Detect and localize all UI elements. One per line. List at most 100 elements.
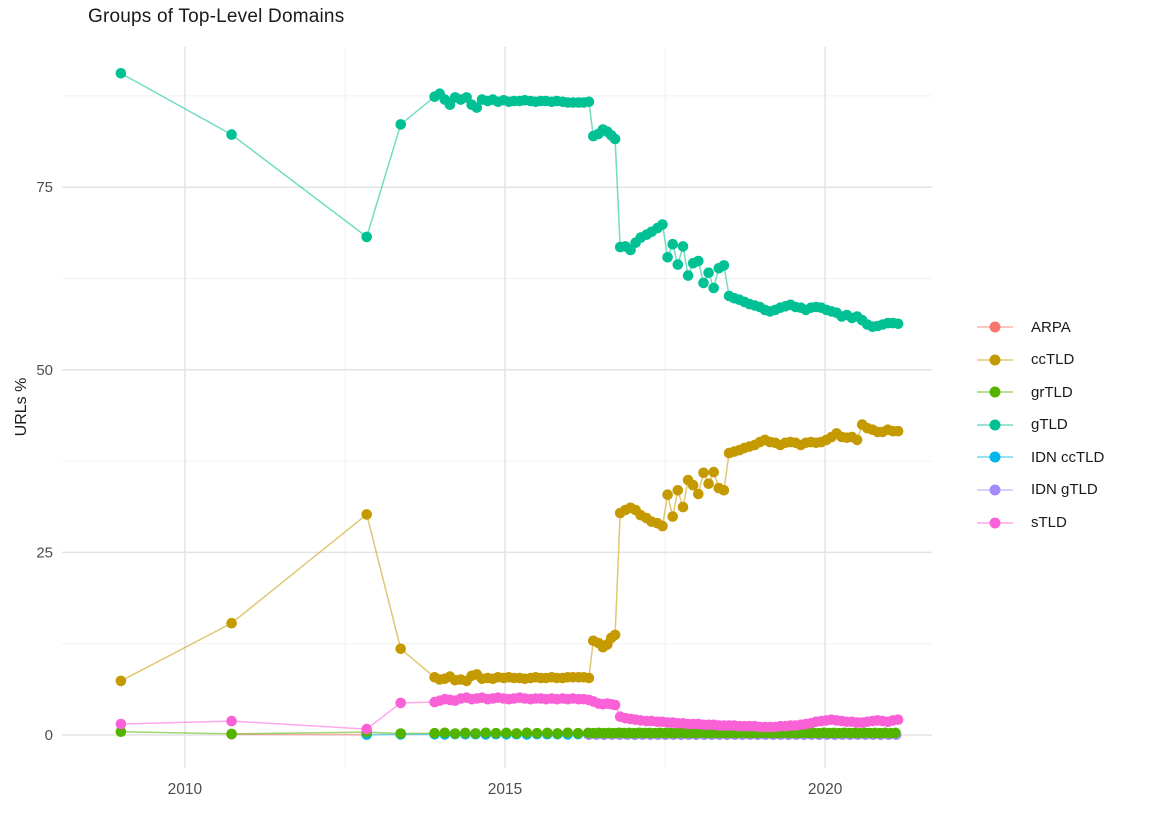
data-point (718, 485, 730, 496)
data-point (542, 727, 553, 739)
data-point (892, 714, 904, 725)
data-point (531, 727, 543, 739)
data-point (521, 727, 533, 739)
data-point (429, 727, 440, 739)
data-point (662, 489, 673, 501)
data-point (226, 617, 237, 629)
data-point (115, 68, 127, 79)
data-point (657, 520, 668, 532)
data-point (444, 99, 456, 110)
data-point (890, 727, 901, 739)
chart-title: Groups of Top-Level Domains (88, 6, 345, 27)
y-axis-label: URLs % (13, 377, 30, 437)
data-point (693, 488, 704, 500)
data-point (703, 267, 714, 279)
data-point (609, 629, 621, 641)
legend-item-label: ccTLD (1031, 351, 1075, 369)
data-point (226, 715, 237, 727)
legend-key-dot (989, 354, 1001, 366)
legend-key-dot (989, 517, 1001, 529)
data-point (687, 479, 699, 491)
data-point (471, 102, 483, 113)
data-point (583, 672, 595, 684)
legend-item-ARPA: ARPA (975, 318, 1104, 336)
data-point (892, 425, 904, 437)
series-line-gTLD (120, 72, 899, 328)
data-point (698, 277, 709, 289)
data-point (361, 723, 373, 735)
x-tick-label: 2015 (488, 781, 522, 798)
y-tick-label: 25 (36, 544, 53, 561)
series-points-ccTLD (115, 419, 904, 687)
legend-item-label: IDN ccTLD (1031, 448, 1105, 466)
legend-item-label: gTLD (1031, 416, 1068, 434)
legend-key-icon (977, 354, 1013, 366)
x-tick-label: 2020 (808, 781, 843, 798)
data-point (490, 727, 502, 739)
data-point (693, 255, 704, 267)
legend-item-IDN-ccTLD: IDN ccTLD (975, 448, 1105, 466)
legend-key-icon (977, 419, 1013, 431)
y-tick-label: 0 (45, 727, 53, 744)
legend-key-icon (977, 321, 1013, 333)
legend-key-dot (989, 484, 1001, 496)
legend-item-gTLD: gTLD (975, 416, 1104, 434)
legend-item-ccTLD: ccTLD (975, 351, 1104, 369)
data-point (677, 241, 689, 252)
legend-key-icon (977, 517, 1013, 529)
data-point (698, 467, 709, 479)
data-point (115, 718, 127, 730)
data-point (718, 260, 730, 271)
data-point (361, 231, 373, 243)
data-point (662, 251, 673, 263)
data-point (226, 728, 237, 740)
data-point (480, 727, 492, 739)
legend-item-grTLD: grTLD (975, 383, 1104, 401)
data-point (677, 501, 689, 513)
data-point (395, 643, 407, 655)
legend-key-dot (989, 419, 1001, 431)
series-points-sTLD (115, 692, 904, 735)
legend-item-label: sTLD (1031, 514, 1067, 532)
data-point (672, 485, 684, 496)
legend-key-icon (977, 484, 1013, 496)
data-point (439, 727, 451, 739)
data-point (682, 270, 694, 281)
legend-item-label: grTLD (1031, 383, 1073, 401)
legend-item-IDN-gTLD: IDN gTLD (975, 481, 1104, 499)
legend-item-label: ARPA (1031, 318, 1071, 336)
data-point (609, 133, 621, 145)
data-point (609, 699, 621, 711)
legend-key-icon (977, 451, 1013, 463)
legend-key-dot (989, 321, 1001, 333)
legend-key-icon (977, 386, 1013, 398)
data-point (460, 727, 471, 739)
y-tick-label: 75 (36, 179, 53, 196)
data-point (501, 727, 512, 739)
data-point (667, 238, 678, 250)
data-point (703, 478, 714, 490)
data-point (851, 434, 863, 446)
data-point (226, 129, 237, 140)
data-point (115, 675, 127, 687)
data-point (552, 728, 563, 739)
data-point (583, 96, 595, 108)
legend-key-dot (989, 386, 1001, 398)
data-point (115, 726, 127, 737)
data-point (470, 728, 481, 739)
series-points-gTLD (115, 68, 904, 333)
y-tick-label: 50 (36, 362, 53, 379)
data-point (708, 282, 719, 294)
data-point (395, 119, 407, 130)
legend-item-label: IDN gTLD (1031, 481, 1098, 499)
data-point (511, 728, 522, 739)
data-point (395, 728, 407, 739)
data-point (449, 728, 461, 739)
data-point (562, 727, 573, 739)
data-point (708, 466, 719, 478)
legend-key-dot (989, 451, 1001, 463)
legend: ARPA ccTLD grTLD gTLD IDN ccTLD IDN gTLD sTLD (975, 319, 1104, 547)
data-point (395, 697, 407, 709)
